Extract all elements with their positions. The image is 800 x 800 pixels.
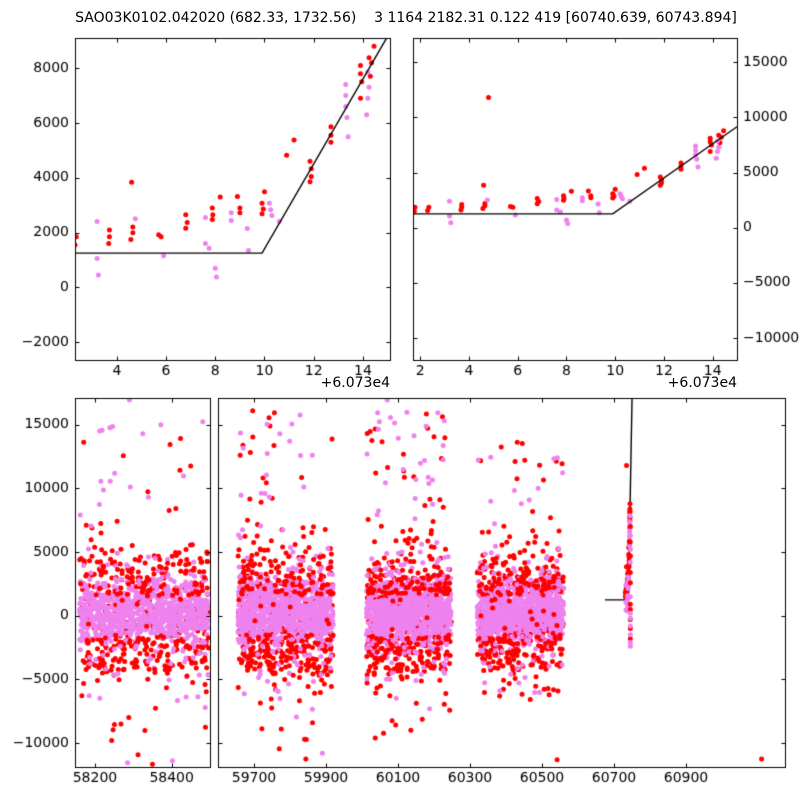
x-axis-offset-label-top-left: +6.073e4	[320, 375, 390, 391]
x-axis-offset-label-top-right: +6.073e4	[667, 375, 737, 391]
figure-title: SAO03K0102.042020 (682.33, 1732.56) 3 11…	[75, 10, 737, 26]
